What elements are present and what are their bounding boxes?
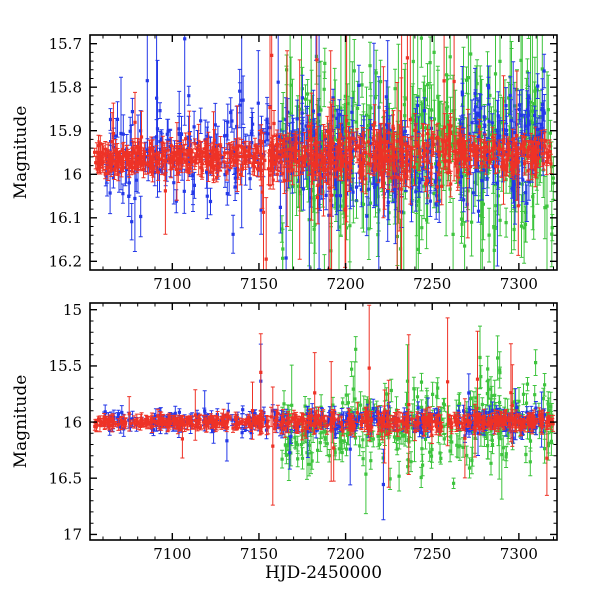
data-points [92, 304, 556, 521]
panel-bottom: 7100 7150 7200 7250 7300 15 15.5 16 16.5 17 Magnit… [11, 301, 558, 563]
y-tick-label: 15.8 [49, 78, 82, 96]
y-tick-label: 16 [63, 413, 82, 431]
y-tick-label: 16 [63, 166, 82, 184]
y-tick-label: 17 [63, 526, 82, 544]
major-ticks [90, 303, 557, 540]
panel-top: 7100 7150 7200 7250 7300 15.7 15.8 15.9 16 16.1 16… [11, 34, 558, 293]
x-tick-label: 7150 [240, 275, 278, 293]
panel-frame [89, 34, 558, 271]
x-tick-label: 7200 [326, 275, 364, 293]
minor-ticks [90, 303, 557, 540]
x-tick-label: 7250 [413, 545, 451, 563]
y-tick-label: 16.1 [49, 209, 82, 227]
y-axis-label: Magnitude [11, 106, 31, 200]
x-axis-label: HJD-2450000 [265, 563, 382, 583]
x-tick-label: 7300 [500, 545, 538, 563]
x-tick-label: 7300 [500, 275, 538, 293]
major-ticks [90, 35, 557, 270]
y-tick-label: 15.5 [49, 357, 82, 375]
y-axis-label: Magnitude [11, 375, 31, 469]
y-tick-label: 15 [63, 301, 82, 319]
y-tick-label: 15.9 [49, 122, 82, 140]
x-tick-label: 7100 [153, 545, 191, 563]
x-tick-label: 7200 [326, 545, 364, 563]
x-tick-label: 7100 [153, 275, 191, 293]
series-red [92, 304, 556, 506]
y-tick-label: 16.2 [49, 253, 82, 271]
y-tick-label: 15.7 [49, 35, 82, 53]
x-tick-label: 7250 [413, 275, 451, 293]
series-red [92, 35, 553, 270]
data-points [92, 35, 556, 270]
y-tick-label: 16.5 [49, 469, 82, 487]
minor-ticks [90, 34, 557, 271]
x-tick-label: 7150 [240, 545, 278, 563]
